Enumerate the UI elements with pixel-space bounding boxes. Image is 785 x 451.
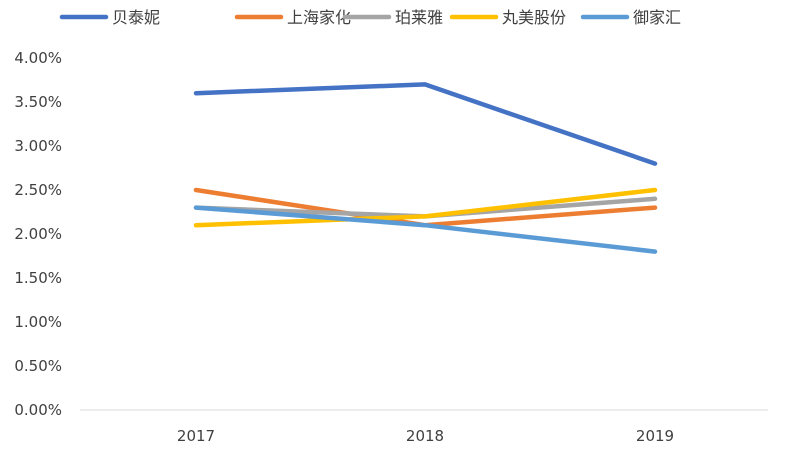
y-tick-label: 0.50% [14, 357, 62, 375]
y-tick-label: 3.00% [14, 137, 62, 155]
legend-item: 御家汇 [580, 8, 681, 27]
legend-item: 贝泰妮 [59, 8, 160, 27]
legend-item: 上海家化 [234, 8, 351, 27]
legend-item: 丸美股份 [449, 8, 566, 27]
legend-label: 贝泰妮 [112, 8, 160, 27]
series-lines [193, 82, 658, 254]
legend-label: 上海家化 [287, 8, 351, 27]
x-tick-label: 2019 [636, 427, 674, 445]
y-tick-label: 1.00% [14, 313, 62, 331]
series-line [193, 82, 658, 166]
x-axis-ticks: 2017 2018 2019 [177, 427, 674, 445]
series-line [193, 187, 658, 228]
y-tick-label: 1.50% [14, 269, 62, 287]
y-tick-label: 4.00% [14, 49, 62, 67]
y-tick-label: 2.50% [14, 181, 62, 199]
y-axis-ticks: 0.00% 0.50% 1.00% 1.50% 2.00% 2.50% 3.00% 3.50%… [14, 49, 62, 419]
legend-label: 丸美股份 [502, 8, 566, 27]
x-tick-label: 2017 [177, 427, 215, 445]
x-tick-label: 2018 [406, 427, 444, 445]
legend-item: 珀莱雅 [342, 8, 443, 27]
y-tick-label: 3.50% [14, 93, 62, 111]
legend-label: 御家汇 [633, 8, 681, 27]
y-tick-label: 2.00% [14, 225, 62, 243]
series-line [193, 187, 658, 228]
legend: 贝泰妮 上海家化 珀莱雅 丸美股份 御家汇 [59, 8, 681, 27]
series-line [193, 205, 658, 254]
legend-label: 珀莱雅 [395, 8, 443, 27]
y-tick-label: 0.00% [14, 401, 62, 419]
